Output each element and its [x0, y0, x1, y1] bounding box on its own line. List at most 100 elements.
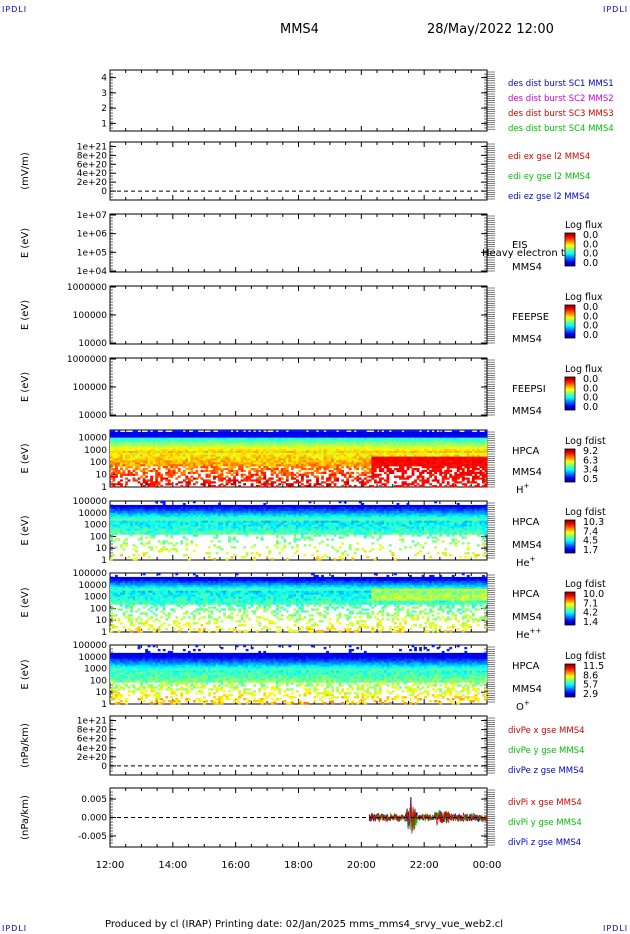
spectrogram-cell [416, 430, 420, 433]
spectrogram-cell [298, 450, 302, 454]
spectrogram-cell [295, 430, 299, 433]
spectrogram-cell [162, 447, 166, 450]
spectrogram-cell [353, 454, 357, 457]
spectrogram-cell [208, 462, 211, 465]
spectrogram-cell [449, 450, 453, 454]
spectrogram-cell [449, 462, 453, 465]
spectrogram-cell [117, 526, 121, 529]
spectrogram-cell [280, 469, 284, 473]
spectrogram-cell [110, 528, 113, 531]
instrument-label: HPCA [512, 517, 540, 528]
spectrogram-cell [147, 466, 151, 469]
spectrogram-cell [356, 435, 360, 438]
spectrogram-cell [298, 456, 302, 459]
spectrogram-cell [328, 466, 332, 469]
spectrogram-cell [383, 447, 387, 450]
spectrogram-cell [326, 443, 329, 446]
spectrogram-cell [248, 479, 252, 482]
spectrogram-cell [115, 454, 118, 457]
spectrogram-cell [182, 445, 186, 448]
spectrogram-cell [238, 437, 241, 440]
spectrogram-cell [175, 447, 179, 450]
spectrogram-cell [140, 532, 143, 535]
spectrogram-cell [451, 483, 455, 486]
spectrogram-cell [476, 471, 480, 474]
spectrogram-cell [117, 430, 121, 433]
spectrogram-cell [213, 460, 216, 463]
spectrogram-cell [268, 437, 272, 440]
spectrogram-cell [411, 430, 415, 433]
spectrogram-cell [441, 464, 445, 467]
spectrogram-cell [396, 458, 400, 461]
spectrogram-cell [383, 433, 387, 436]
spectrogram-cell [295, 441, 299, 444]
spectrogram-cell [238, 447, 241, 450]
spectrogram-cell [192, 477, 196, 480]
spectrogram-cell [313, 443, 317, 446]
spectrogram-cell [376, 439, 380, 442]
spectrogram-cell [115, 460, 118, 463]
spectrogram-cell [328, 445, 332, 448]
spectrogram-cell [449, 443, 453, 446]
spectrogram-cell [451, 443, 455, 446]
spectrogram-cell [157, 456, 161, 459]
spectrogram-cell [421, 481, 425, 484]
spectrogram-cell [275, 462, 279, 465]
spectrogram-cell [157, 512, 161, 516]
spectrogram-cell [454, 479, 458, 482]
spectrogram-cell [280, 452, 284, 455]
spectrogram-cell [200, 449, 204, 452]
spectrogram-cell [476, 462, 480, 465]
spectrogram-cell [142, 524, 146, 527]
spectrogram-cell [283, 464, 287, 467]
spectrogram-cell [253, 468, 257, 471]
spectrogram-cell [147, 447, 151, 450]
spectrogram-cell [280, 462, 284, 465]
spectrogram-cell [461, 447, 465, 450]
spectrogram-cell [195, 437, 199, 440]
spectrogram-cell [361, 483, 365, 486]
spectrogram-cell [225, 431, 229, 435]
spectrogram-cell [187, 466, 191, 469]
spectrogram-cell [132, 506, 136, 510]
spectrogram-cell [336, 479, 340, 482]
spectrogram-cell [177, 450, 181, 454]
spectrogram-cell [215, 469, 219, 473]
spectrogram-cell [278, 462, 282, 465]
spectrogram-cell [366, 454, 370, 457]
spectrogram-cell [396, 462, 400, 465]
spectrogram-cell [434, 452, 438, 455]
spectrogram-cell [147, 540, 151, 543]
spectrogram-cell [476, 443, 480, 446]
spectrogram-cell [160, 524, 164, 527]
spectrogram-cell [185, 458, 189, 461]
spectrogram-cell [215, 454, 219, 457]
spectrogram-cell [150, 508, 154, 512]
colorbar-tick-label: 10.3 [583, 517, 604, 528]
spectrogram-cell [265, 481, 269, 484]
spectrogram-cell [356, 464, 360, 467]
spectrogram-cell [115, 445, 118, 448]
spectrogram-cell [192, 430, 196, 433]
spectrogram-cell [394, 445, 397, 448]
spectrogram-cell [441, 462, 445, 465]
spectrogram-cell [215, 456, 219, 459]
spectrogram-cell [120, 460, 123, 463]
spectrogram-cell [258, 443, 262, 446]
spectrogram-cell [343, 450, 347, 454]
spectrogram-cell [434, 462, 438, 465]
spectrogram-cell [396, 454, 400, 457]
spectrogram-cell [200, 435, 204, 438]
spectrogram-cell [233, 441, 236, 444]
spectrogram-cell [245, 443, 249, 446]
spectrogram-cell [404, 481, 407, 484]
spectrogram-cell [263, 441, 267, 444]
spectrogram-cell [429, 475, 432, 478]
spectrogram-cell [145, 464, 148, 467]
spectrogram-cell [235, 452, 239, 455]
spectrogram-cell [301, 431, 304, 435]
spectrogram-cell [424, 437, 427, 440]
spectrogram-cell [248, 456, 252, 459]
spectrogram-cell [150, 530, 154, 533]
spectrogram-cell [132, 518, 136, 521]
